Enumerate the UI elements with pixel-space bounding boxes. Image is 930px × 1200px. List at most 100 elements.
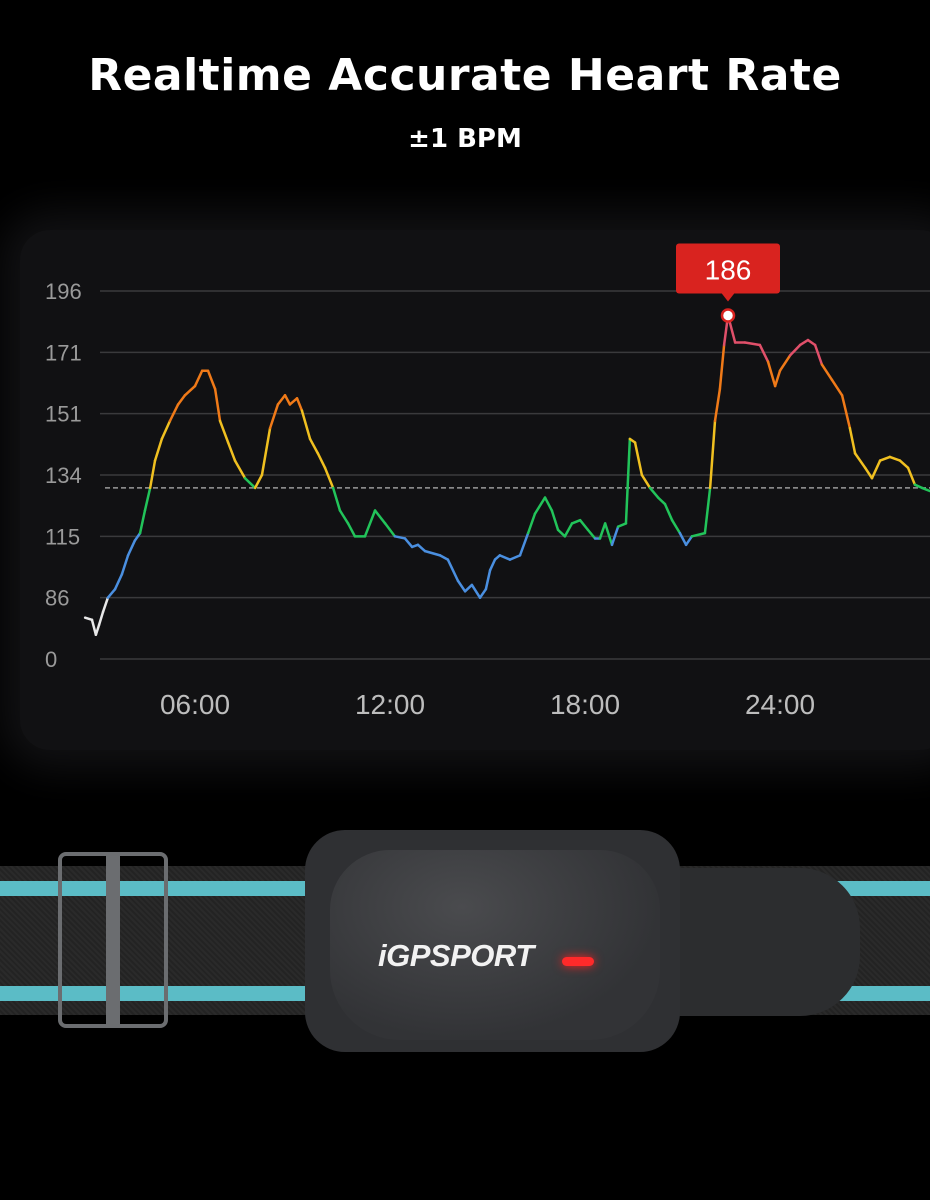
y-tick-label: 151 [45,402,82,427]
line-segment [470,583,482,599]
line-segment [456,579,467,593]
line-segment [813,343,824,366]
line-segment [840,394,852,430]
line-segment [798,338,810,347]
page-title: Realtime Accurate Heart Rate [88,50,842,101]
line-segment [703,486,712,535]
line-segment [640,473,652,490]
line-segment [556,528,567,538]
line-segment [616,522,628,528]
line-segment [438,554,450,561]
line-segment [648,486,660,499]
peak-label-pointer [721,292,735,302]
line-segment [346,522,357,538]
line-segment [288,397,299,406]
line-segment [633,441,644,477]
line-segment [863,466,874,480]
line-segment [283,394,292,406]
line-segment [101,596,110,614]
line-segment [788,343,802,357]
line-segment [90,618,98,637]
line-segment [624,437,632,525]
strap-clip [660,868,860,1016]
strap-buckle [58,852,168,1028]
peak-marker [720,308,736,323]
line-segment [193,369,204,388]
line-segment [498,554,512,561]
line-segment [586,528,597,540]
line-segment [97,610,105,627]
line-segment [488,558,497,572]
line-segment [543,496,554,512]
line-segment [484,568,492,591]
sensor-pod: iGPSPORT [330,850,660,1040]
line-segment [670,518,682,535]
line-segment [113,573,124,591]
line-segment [233,459,247,480]
line-segment [403,537,414,549]
line-segment [678,531,688,547]
led-indicator-icon [562,957,594,966]
line-segment [550,509,560,532]
line-segment [888,455,902,462]
y-tick-label: 134 [45,463,82,488]
line-segment [830,378,844,397]
line-segment [316,452,327,470]
accuracy-subtitle: ±1 BPM [408,124,522,154]
line-segment [684,535,694,547]
y-tick-label: 86 [45,586,69,611]
brand-logo: iGPSPORT [378,938,534,973]
x-tick-label: 24:00 [745,689,815,720]
x-tick-label: 18:00 [550,689,620,720]
line-segment [138,509,147,535]
y-tick-label: 196 [45,279,82,304]
line-segment [870,459,882,480]
line-segment [533,496,547,515]
line-segment [218,419,230,444]
heart-rate-chart-panel [20,230,930,750]
line-segment [578,518,590,532]
line-segment [106,587,117,599]
line-segment [898,459,910,470]
line-segment [416,543,427,553]
line-segment [120,554,130,576]
line-segment [713,387,722,423]
line-segment [820,363,834,382]
line-segment [766,360,777,388]
line-segment [478,587,488,599]
y-tick-label: 115 [45,524,80,549]
line-segment [363,509,377,538]
heart-rate-strap-product: iGPSPORT [0,820,930,1070]
line-segment [848,426,857,455]
y-tick-label: 0 [45,647,57,672]
line-segment [276,394,287,406]
line-segment [206,369,217,391]
line-segment [758,343,770,363]
line-segment [338,509,350,525]
line-segment [226,441,237,462]
line-segment [518,531,530,557]
line-segment [563,522,574,538]
line-segment [168,403,180,423]
line-segment [526,512,537,535]
line-segment [663,502,674,522]
line-segment [183,384,197,397]
line-segment [598,522,607,540]
line-segment [143,486,152,512]
line-segment [508,554,522,561]
line-segment [718,343,726,391]
line-segment [806,338,817,347]
line-segment [920,486,930,493]
line-segment [213,387,222,423]
line-segment [778,354,792,372]
line-segment [853,452,867,470]
y-tick-label: 171 [45,340,82,365]
peak-label: 186 [705,255,752,286]
line-segment [913,483,924,490]
line-segment [253,473,264,490]
line-segment [153,437,164,462]
line-segment [133,531,142,542]
line-segment [446,558,460,582]
x-tick-label: 12:00 [355,689,425,720]
line-segment [373,509,387,525]
